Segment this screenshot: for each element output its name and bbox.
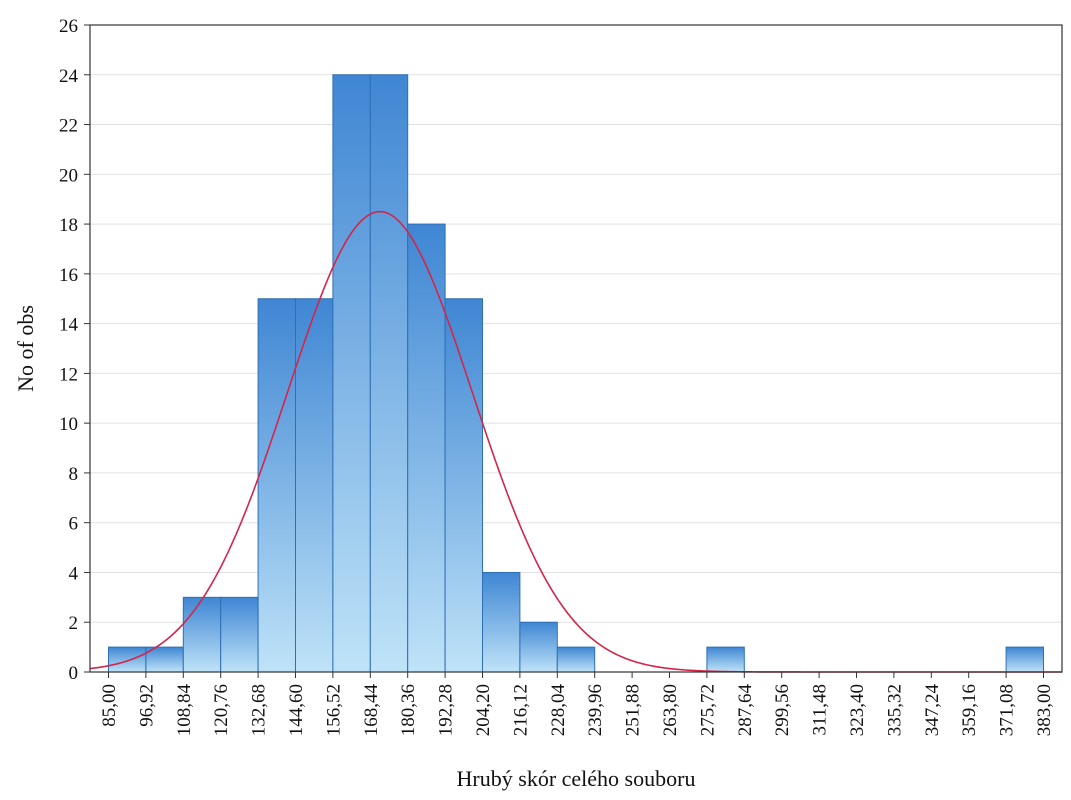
y-tick-label: 8	[69, 464, 79, 485]
y-tick-label: 10	[59, 414, 78, 435]
y-axis-title: No of obs	[13, 305, 38, 392]
histogram-bar	[369, 74, 409, 673]
x-tick-label: 85,00	[99, 684, 120, 727]
histogram-bar	[332, 74, 371, 673]
x-tick-label: 359,16	[959, 684, 980, 736]
x-tick-label: 335,32	[884, 684, 905, 736]
y-tick-label: 12	[59, 364, 78, 385]
x-tick-label: 132,68	[249, 684, 270, 736]
x-tick-label: 168,44	[361, 684, 382, 737]
y-tick-label: 0	[69, 663, 79, 684]
y-tick-label: 18	[59, 215, 78, 236]
histogram-bar	[407, 223, 446, 673]
y-tick-label: 16	[59, 265, 78, 286]
y-tick-label: 4	[69, 563, 79, 584]
x-tick-label: 311,48	[810, 684, 831, 736]
x-tick-label: 383,00	[1034, 684, 1055, 736]
y-tick-label: 20	[59, 165, 78, 186]
x-tick-label: 108,84	[174, 684, 195, 737]
histogram-bar	[108, 646, 147, 673]
histogram-bar	[556, 646, 596, 673]
plot-frame	[89, 24, 1063, 673]
histogram-bar	[482, 571, 521, 673]
histogram-bar	[1005, 646, 1044, 673]
x-tick-label: 287,64	[735, 684, 756, 737]
x-tick-label: 371,08	[997, 684, 1018, 736]
x-tick-label: 239,96	[585, 684, 606, 736]
x-tick-label: 347,24	[922, 684, 943, 737]
y-tick-label: 26	[59, 16, 78, 37]
bar-layer	[108, 74, 1044, 673]
histogram-bar	[295, 298, 334, 673]
y-tick-label: 14	[59, 315, 79, 336]
x-tick-label: 204,20	[473, 684, 494, 736]
x-tick-label: 299,56	[772, 684, 793, 736]
histogram-bar	[519, 621, 558, 673]
x-tick-label: 156,52	[323, 684, 344, 736]
x-tick-label: 275,72	[697, 684, 718, 736]
x-tick-label: 120,76	[211, 684, 232, 736]
x-tick-label: 216,12	[510, 684, 531, 736]
x-tick-label: 96,92	[136, 684, 157, 727]
x-tick-label: 323,40	[847, 684, 868, 736]
x-tick-label: 180,36	[398, 684, 419, 736]
histogram-bar	[182, 596, 222, 673]
x-axis-title: Hrubý skór celého souboru	[457, 766, 696, 791]
x-tick-label: 144,60	[286, 684, 307, 736]
y-tick-label: 6	[69, 514, 79, 535]
x-tick-label: 228,04	[548, 684, 569, 737]
x-tick-label: 192,28	[436, 684, 457, 736]
histogram-bar	[706, 646, 745, 673]
histogram-bar	[257, 298, 297, 673]
grid-layer	[90, 74, 1062, 623]
y-tick-label: 2	[69, 613, 79, 634]
x-tick-label: 263,80	[660, 684, 681, 736]
y-tick-label: 24	[59, 66, 79, 87]
histogram-bar	[220, 596, 259, 673]
histogram-bar	[444, 298, 484, 673]
x-tick-label: 251,88	[623, 684, 644, 736]
y-tick-label: 22	[59, 116, 78, 137]
histogram-bar	[145, 646, 184, 673]
